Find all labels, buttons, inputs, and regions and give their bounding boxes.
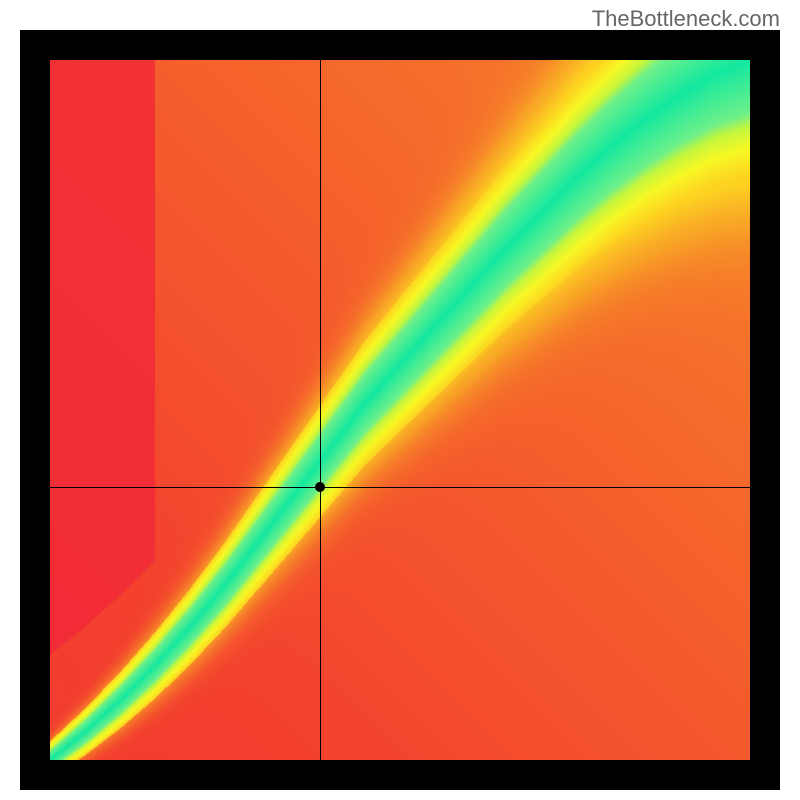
watermark-text: TheBottleneck.com [592,6,780,32]
plot-outer-frame [20,30,780,790]
chart-container: TheBottleneck.com [0,0,800,800]
heatmap-canvas [50,60,750,760]
plot-inner-area [50,60,750,760]
crosshair-vertical [320,60,321,760]
crosshair-horizontal [50,487,750,488]
crosshair-marker [315,482,325,492]
